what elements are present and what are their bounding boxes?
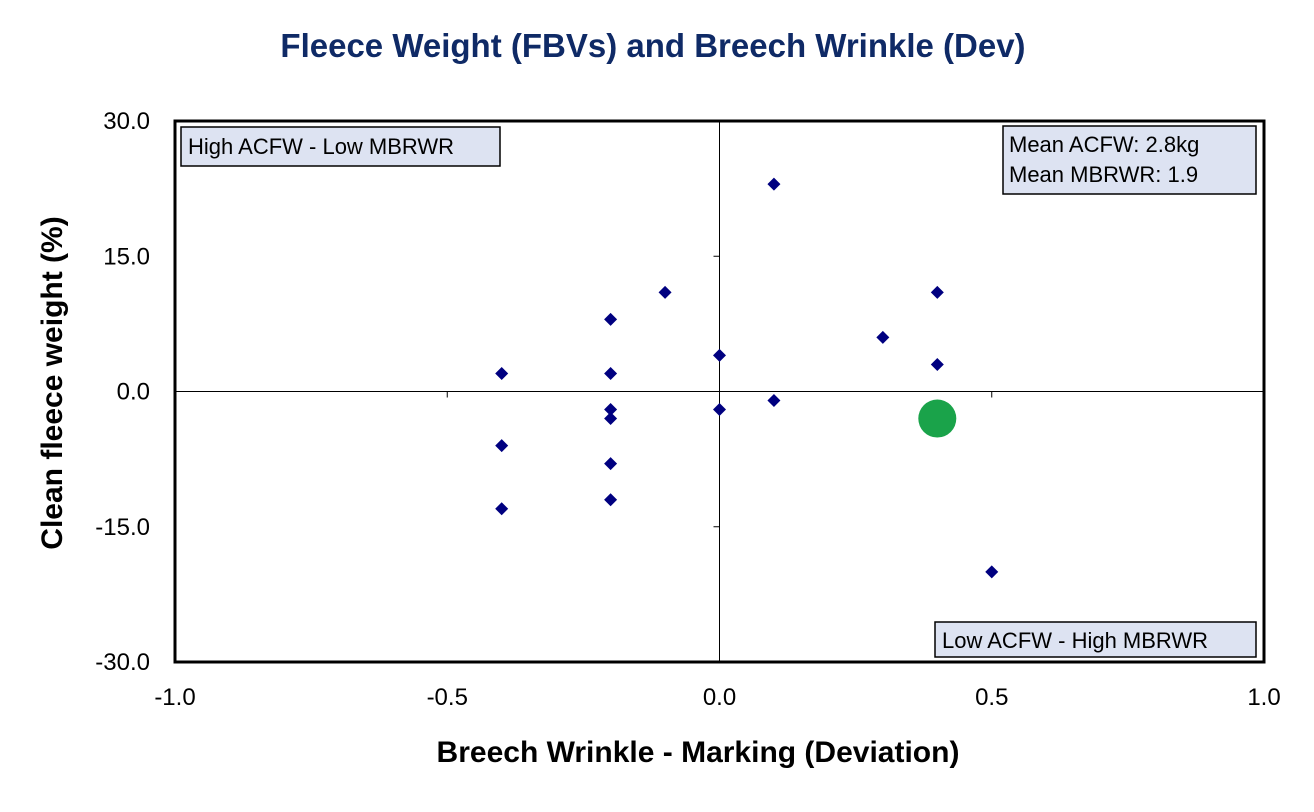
annotation-bottom-right: Low ACFW - High MBRWR (934, 621, 1257, 658)
y-tick-label: 15.0 (103, 243, 150, 270)
annotation-mean-acfw: Mean ACFW: 2.8kg (1009, 132, 1199, 157)
data-point-diamond (767, 177, 781, 191)
chart-title: Fleece Weight (FBVs) and Breech Wrinkle … (280, 27, 1025, 64)
y-axis: 30.0 15.0 0.0 -15.0 -30.0 (95, 108, 720, 676)
data-point-diamond (495, 502, 509, 516)
data-point-diamond (658, 285, 672, 299)
x-tick-label: -1.0 (154, 684, 195, 711)
y-tick-label: -15.0 (95, 514, 150, 541)
x-tick-label: 1.0 (1247, 684, 1280, 711)
data-point-diamond (495, 366, 509, 380)
data-point-diamond (930, 285, 944, 299)
annotation-bottom-right-text: Low ACFW - High MBRWR (942, 628, 1208, 653)
y-axis-title: Clean fleece weight (%) (36, 216, 69, 549)
y-tick-label: 0.0 (117, 379, 150, 406)
annotation-top-left-text: High ACFW - Low MBRWR (188, 134, 454, 159)
data-point-diamond (604, 312, 618, 326)
data-point-diamond (604, 457, 618, 471)
x-axis-title: Breech Wrinkle - Marking (Deviation) (437, 736, 960, 769)
y-tick-label: 30.0 (103, 108, 150, 135)
x-tick-label: -0.5 (427, 684, 468, 711)
data-point-diamond (604, 366, 618, 380)
data-point-diamond (604, 493, 618, 507)
data-point-diamond (930, 357, 944, 371)
x-tick-label: 0.0 (703, 684, 736, 711)
data-point-diamond (604, 403, 618, 417)
data-points (495, 177, 999, 579)
y-tick-label: -30.0 (95, 649, 150, 676)
data-point-diamond (495, 439, 509, 453)
annotation-mean-values: Mean ACFW: 2.8kg Mean MBRWR: 1.9 (1002, 125, 1257, 195)
data-point-diamond (985, 565, 999, 579)
data-point-diamond (767, 394, 781, 408)
x-axis: -1.0 -0.5 0.0 0.5 1.0 (154, 391, 1281, 711)
annotation-mean-mbrwr: Mean MBRWR: 1.9 (1009, 162, 1198, 187)
data-point-diamond (713, 403, 726, 417)
data-point-diamond (713, 348, 726, 362)
x-tick-label: 0.5 (975, 684, 1008, 711)
data-point-diamond (604, 412, 618, 426)
data-point-diamond (876, 330, 890, 344)
data-point-highlight (918, 399, 957, 438)
annotation-top-left: High ACFW - Low MBRWR (180, 126, 501, 167)
